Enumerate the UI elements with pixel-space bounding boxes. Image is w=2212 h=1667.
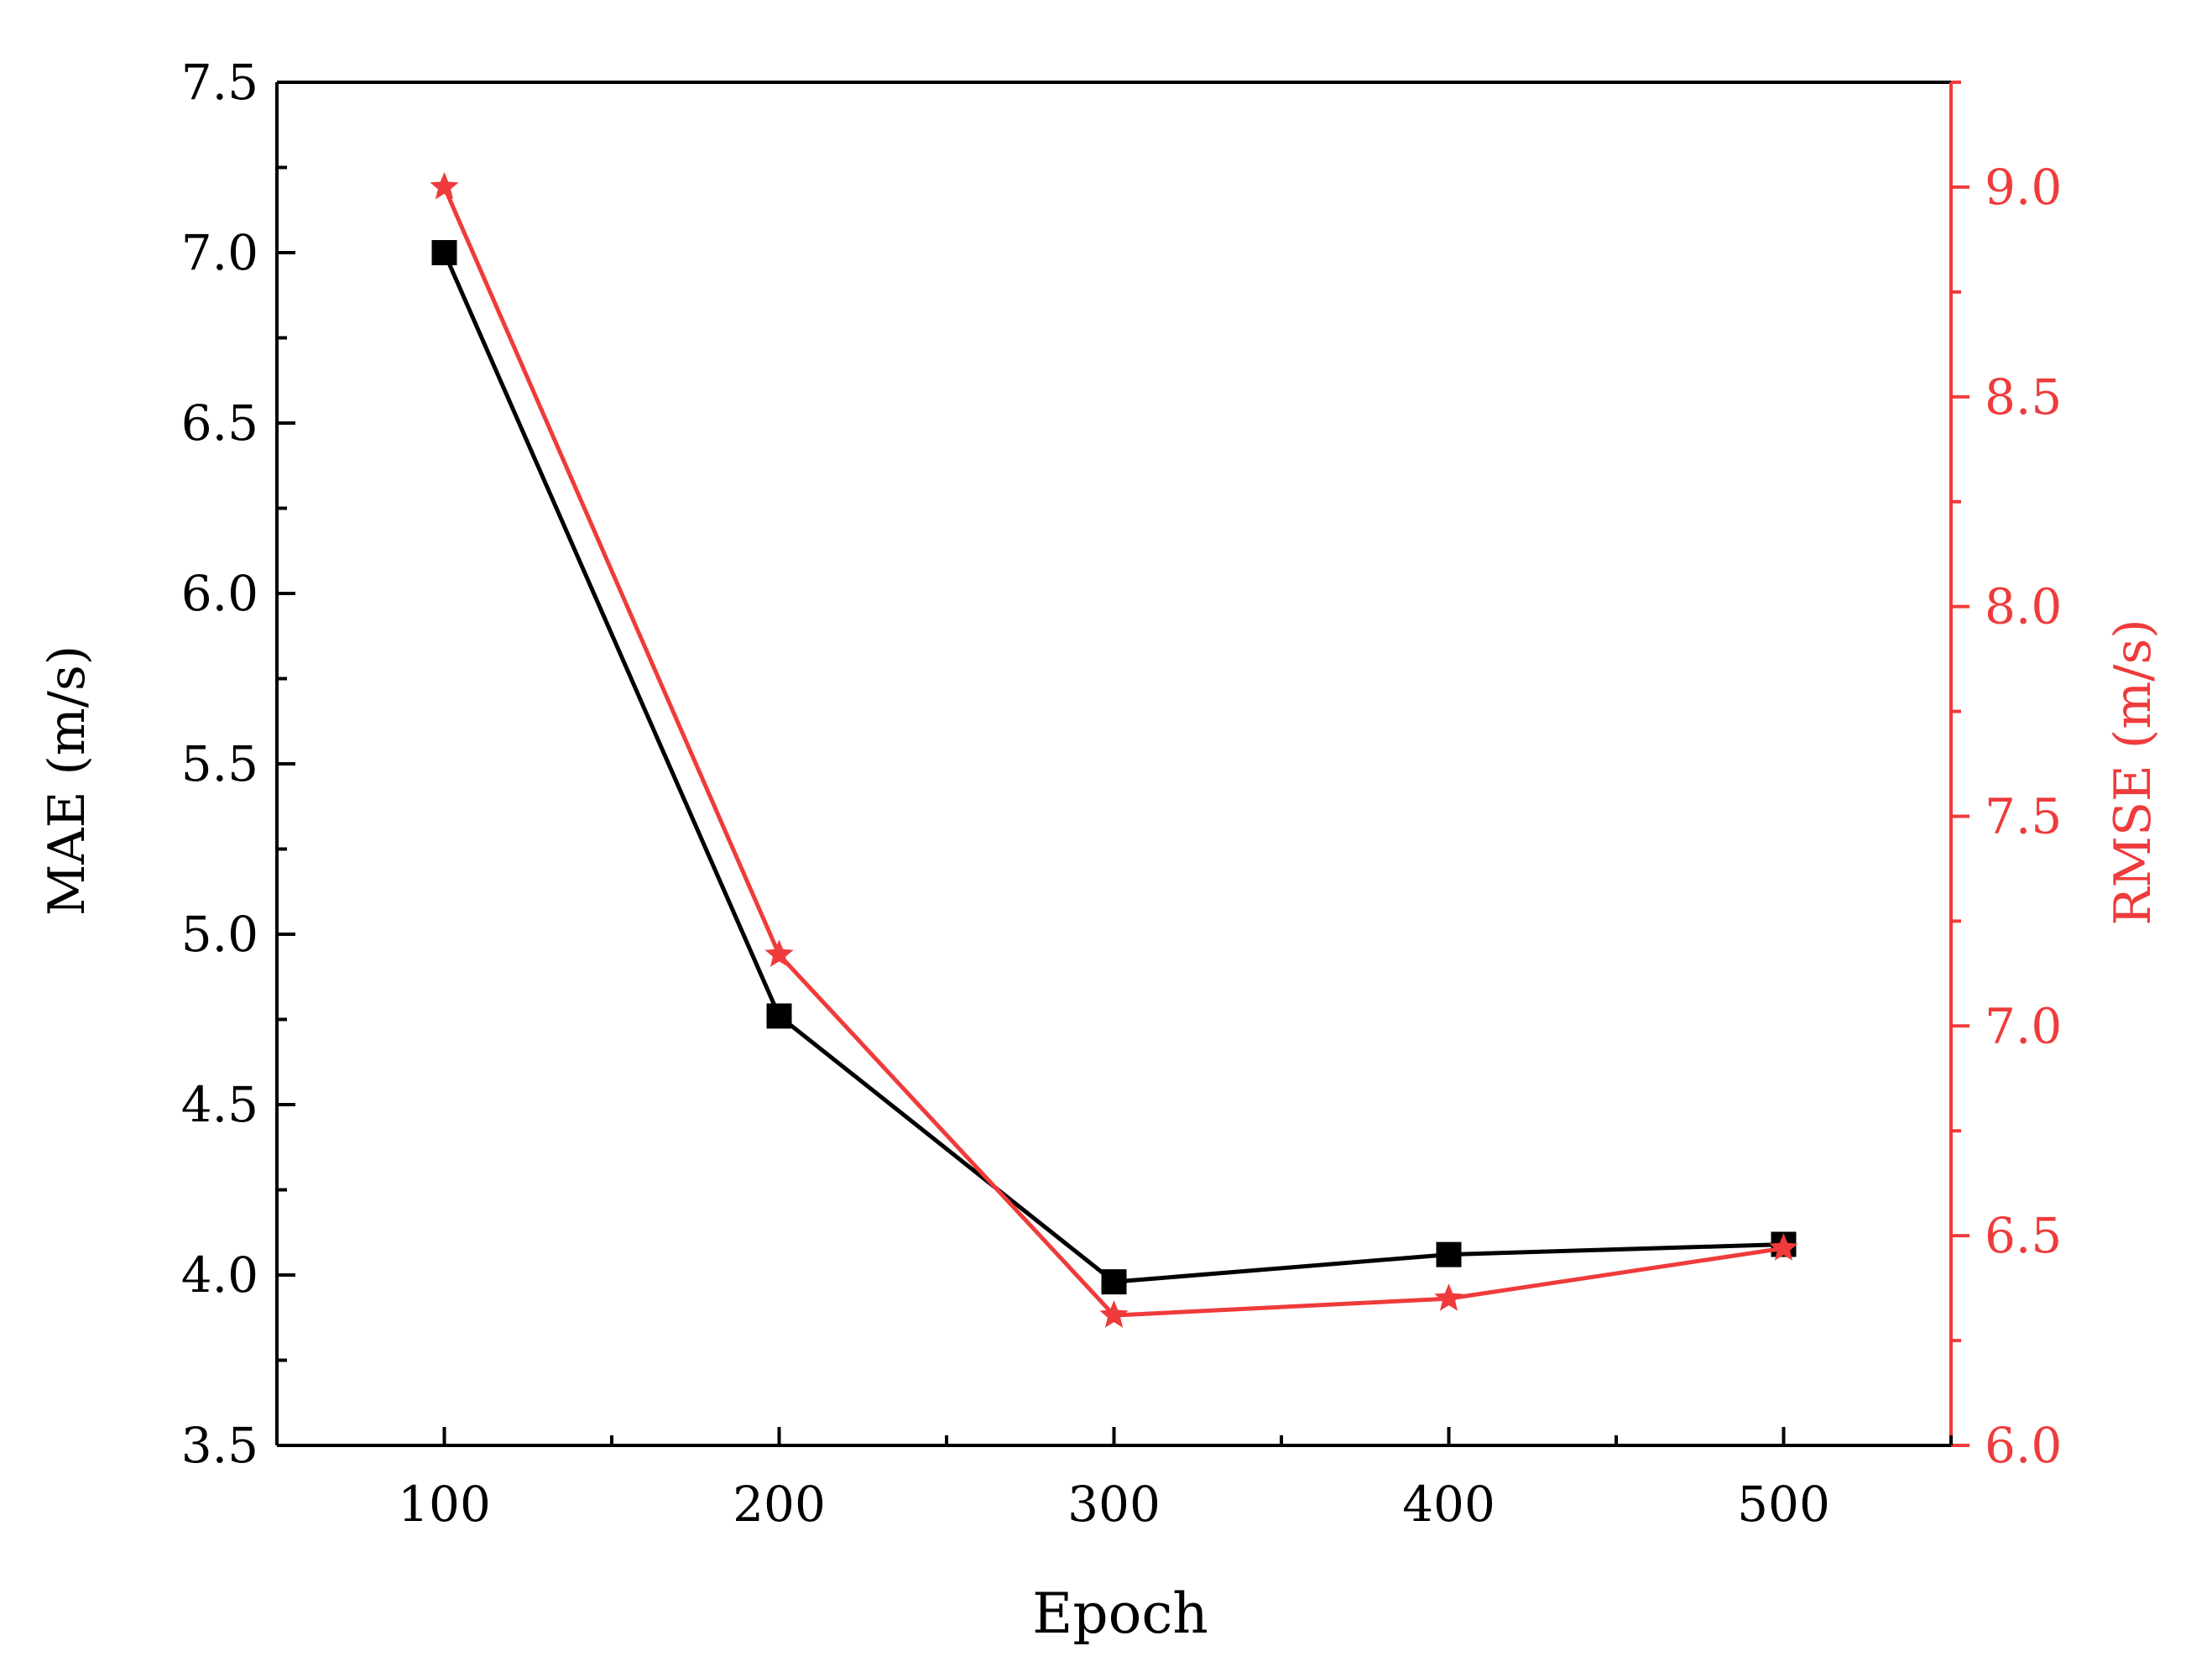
right-y-axis-label: RMSE (m/s) (2104, 619, 2162, 925)
mae-square-marker (1436, 1241, 1462, 1267)
right-y-tick-label: 7.0 (1985, 997, 2062, 1054)
rmse-star-marker (1434, 1283, 1463, 1311)
plot-frame (275, 81, 1953, 1447)
left-y-tick-label: 7.5 (181, 54, 258, 111)
left-y-tick-label: 7.0 (181, 224, 258, 281)
rmse-star-marker (764, 939, 794, 967)
rmse-star-marker (430, 171, 459, 200)
x-tick-label: 300 (1067, 1476, 1161, 1533)
mae-square-marker (766, 1003, 792, 1029)
left-y-tick-label: 6.5 (181, 395, 258, 452)
x-axis: 100 200 300 400 500 (398, 1427, 1953, 1533)
right-y-axis: 6.0 6.5 7.0 7.5 8.0 8.5 9.0 (1951, 81, 2062, 1474)
x-tick-label: 100 (398, 1476, 491, 1533)
left-y-axis: 3.5 4.0 4.5 5.0 5.5 6.0 6.5 7.0 7.5 (181, 54, 295, 1474)
x-axis-label: Epoch (1032, 1581, 1208, 1646)
right-y-tick-label: 8.5 (1985, 368, 2062, 426)
left-y-tick-label: 5.5 (181, 735, 258, 792)
left-y-tick-label: 6.0 (181, 565, 258, 622)
left-y-tick-label: 4.5 (181, 1076, 258, 1133)
mae-square-marker (431, 240, 457, 265)
left-y-axis-label: MAE (m/s) (38, 645, 97, 916)
x-tick-label: 400 (1402, 1476, 1495, 1533)
right-y-tick-label: 9.0 (1985, 159, 2062, 216)
left-y-tick-label: 3.5 (181, 1417, 258, 1474)
left-y-tick-label: 5.0 (181, 906, 258, 963)
mae-square-marker (1101, 1269, 1127, 1295)
right-y-tick-label: 6.5 (1985, 1207, 2062, 1264)
x-tick-label: 500 (1737, 1476, 1830, 1533)
rmse-star-marker (1769, 1233, 1798, 1261)
left-y-tick-label: 4.0 (181, 1246, 258, 1304)
mae-series-line (442, 251, 1784, 1284)
right-y-tick-label: 6.0 (1985, 1417, 2062, 1474)
series-layer (430, 171, 1798, 1328)
right-y-tick-label: 8.0 (1985, 578, 2062, 635)
x-tick-label: 200 (733, 1476, 826, 1533)
right-y-tick-label: 7.5 (1985, 787, 2062, 844)
rmse-star-marker (1099, 1300, 1129, 1328)
rmse-series-line (442, 186, 1784, 1318)
